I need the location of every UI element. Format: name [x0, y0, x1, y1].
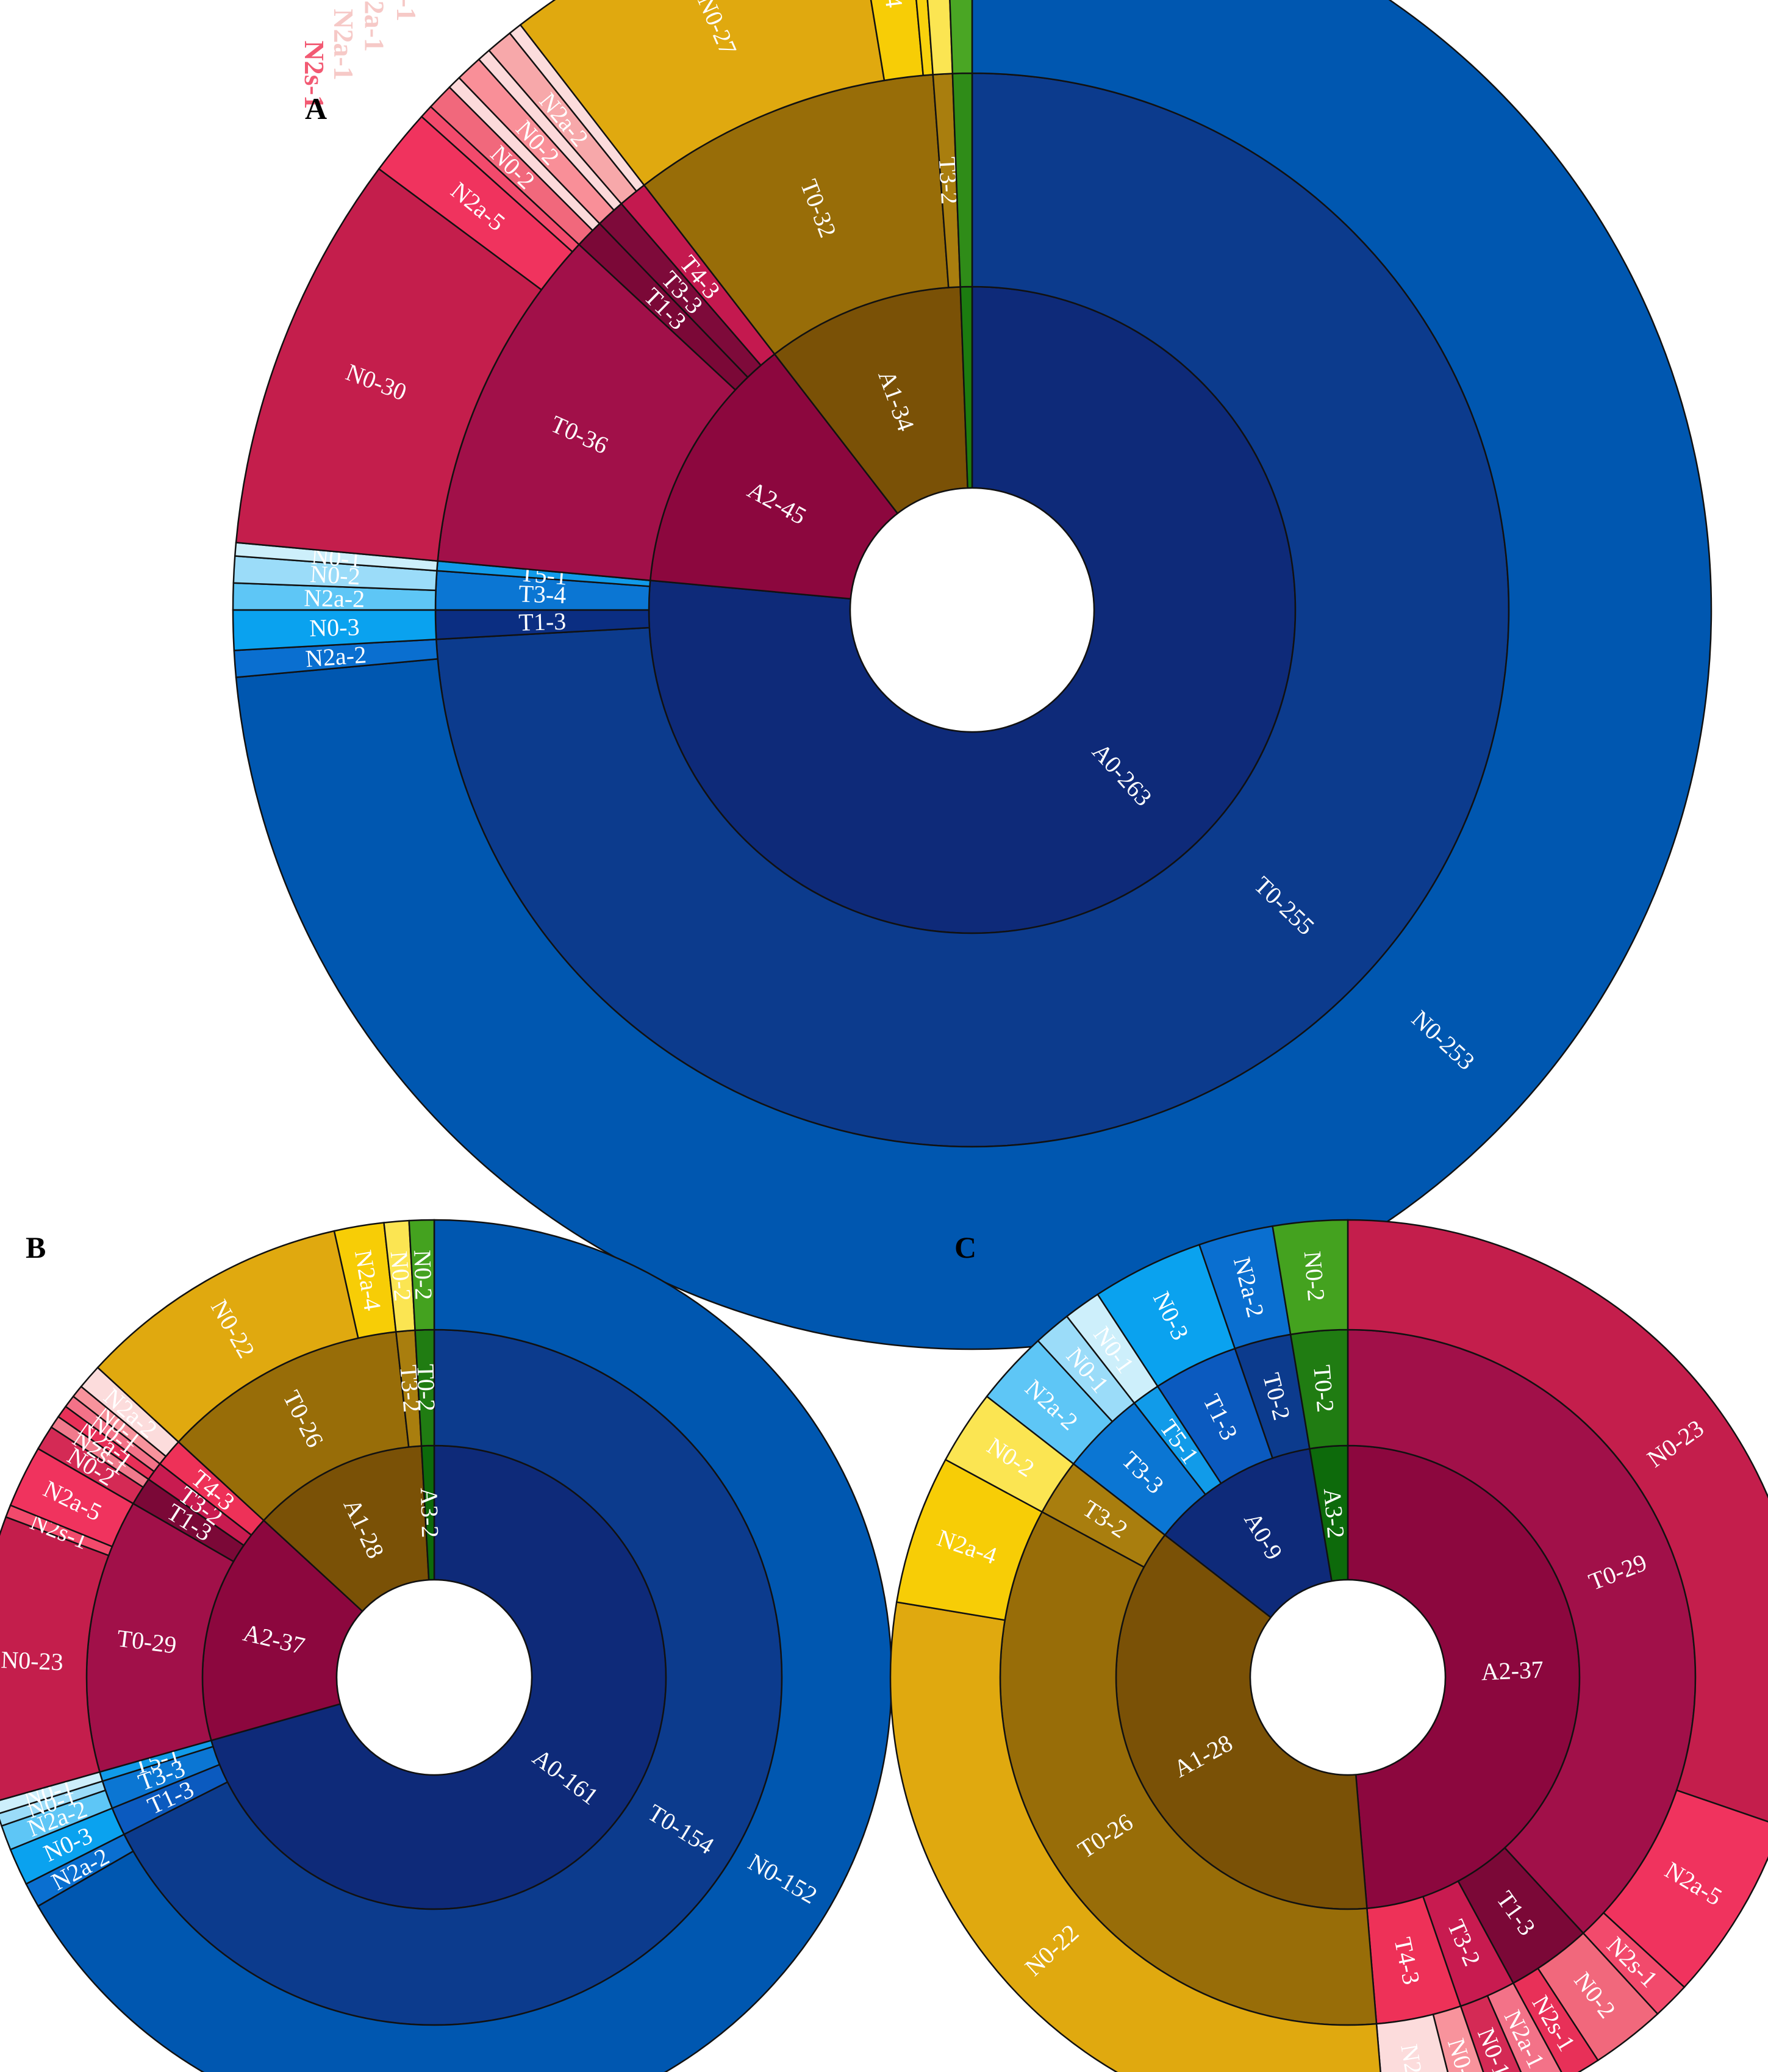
- segment-label-t-t0-2: T0-2: [1308, 1364, 1339, 1413]
- segment-label-a-a3-2: A3-2: [415, 1487, 444, 1538]
- sunburst-panel-c: A2-37T0-29N0-23N2a-5N2s-1T1-3N0-2N2s-1T3…: [889, 1219, 1768, 2072]
- center-hole: [335, 1579, 533, 1776]
- segment-label-n-n0-2: N0-2: [409, 1250, 437, 1300]
- segment-n-n0-2: [949, 0, 973, 74]
- segment-label-n-n0-1: N0 -1: [391, 0, 422, 21]
- segment-n-n0-253: [235, 0, 1713, 1350]
- segment-label-n-n2a-1: N2a-1: [328, 9, 359, 81]
- segment-label-n-n2a-1: N2a-1: [359, 0, 390, 52]
- center-hole: [1249, 1579, 1447, 1776]
- segment-label-t-t3-4: T3-4: [518, 579, 567, 609]
- segment-n-n0-27: [519, 0, 886, 187]
- panel-label-a: A: [305, 91, 327, 126]
- sunburst-panel-b: A0-161T0-154N0-152N2a-2T1-3N0-3T3-3N2a-2…: [0, 1219, 893, 2072]
- sunburst-panel-a: A0-263T0-255N0-253N2a-2T1-3N0-3T3-4N2a-2…: [232, 0, 1713, 1350]
- segment-label-t-t0-2: T0-2: [412, 1364, 440, 1412]
- segment-n-n2a-2: [1375, 2013, 1449, 2072]
- segment-n-n0-22: [889, 1601, 1381, 2072]
- segment-label-n-n2s-1: N2s-1: [299, 40, 330, 109]
- segment-n-n0-23: [1347, 1219, 1768, 1823]
- segment-label-a-a3-2: A3-2: [1319, 1487, 1350, 1540]
- center-hole: [849, 487, 1095, 733]
- segment-label-a-a2-37: A2-37: [1481, 1655, 1544, 1685]
- segment-n-n0-2: [408, 1219, 435, 1332]
- segment-n-n0-2: [1272, 1219, 1349, 1336]
- segment-n-n0-152: [37, 1219, 893, 2072]
- segment-label-n-n2a-2: N2a-2: [304, 584, 365, 612]
- segment-label-t-t1-3: T1-3: [518, 608, 567, 636]
- segment-label-n-n0-23: N0-23: [1, 1646, 64, 1676]
- segment-label-n-n0-2: N0-2: [1299, 1250, 1331, 1302]
- panel-label-c: C: [954, 1230, 976, 1264]
- panel-label-b: B: [26, 1230, 46, 1264]
- segment-label-n-n0-3: N0-3: [309, 613, 360, 642]
